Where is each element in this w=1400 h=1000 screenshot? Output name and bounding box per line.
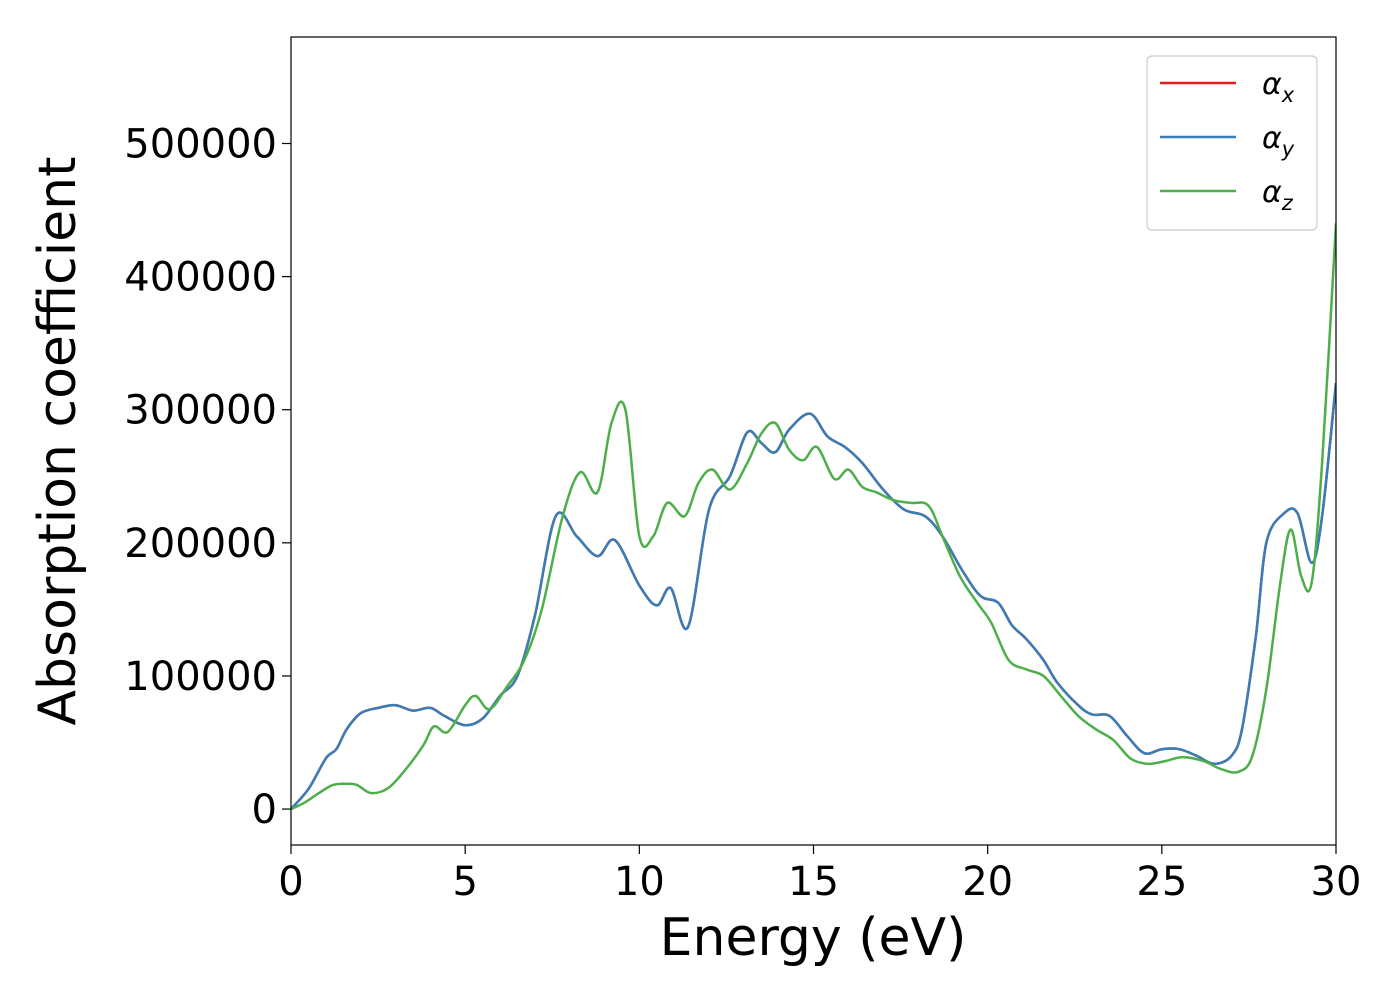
x-tick-label: 5 — [452, 859, 477, 905]
y-tick-label: 300000 — [124, 388, 277, 434]
series-layer — [291, 223, 1336, 811]
y-tick-label: 100000 — [124, 654, 277, 700]
y-tick-label: 0 — [252, 787, 277, 833]
legend-symbol: α — [1262, 121, 1282, 156]
y-axis: 0 100000 200000 300000 400000 500000 — [124, 121, 291, 833]
x-tick-label: 25 — [1136, 859, 1187, 905]
x-tick-label: 0 — [278, 859, 303, 905]
legend-subscript: z — [1281, 191, 1294, 215]
x-tick-label: 30 — [1311, 859, 1362, 905]
legend-symbol: α — [1262, 67, 1282, 102]
series-line-alpha-y — [291, 382, 1336, 810]
series-line-alpha-z — [291, 223, 1336, 811]
x-axis: 0 5 10 15 20 25 30 — [278, 845, 1361, 905]
legend-symbol: α — [1262, 175, 1282, 210]
legend-subscript: x — [1281, 83, 1295, 107]
x-axis-label: Energy (eV) — [660, 908, 967, 968]
y-axis-label: Absorption coefficient — [28, 156, 88, 725]
legend-label: αx — [1262, 67, 1295, 107]
legend-subscript: y — [1281, 137, 1295, 161]
y-tick-label: 500000 — [124, 121, 277, 167]
legend-label: αz — [1262, 175, 1294, 215]
x-tick-label: 20 — [962, 859, 1013, 905]
x-tick-label: 10 — [614, 859, 665, 905]
legend-box — [1146, 55, 1318, 231]
x-tick-label: 15 — [788, 859, 839, 905]
legend-label: αy — [1262, 121, 1295, 161]
y-tick-label: 400000 — [124, 255, 277, 301]
y-tick-label: 200000 — [124, 521, 277, 567]
